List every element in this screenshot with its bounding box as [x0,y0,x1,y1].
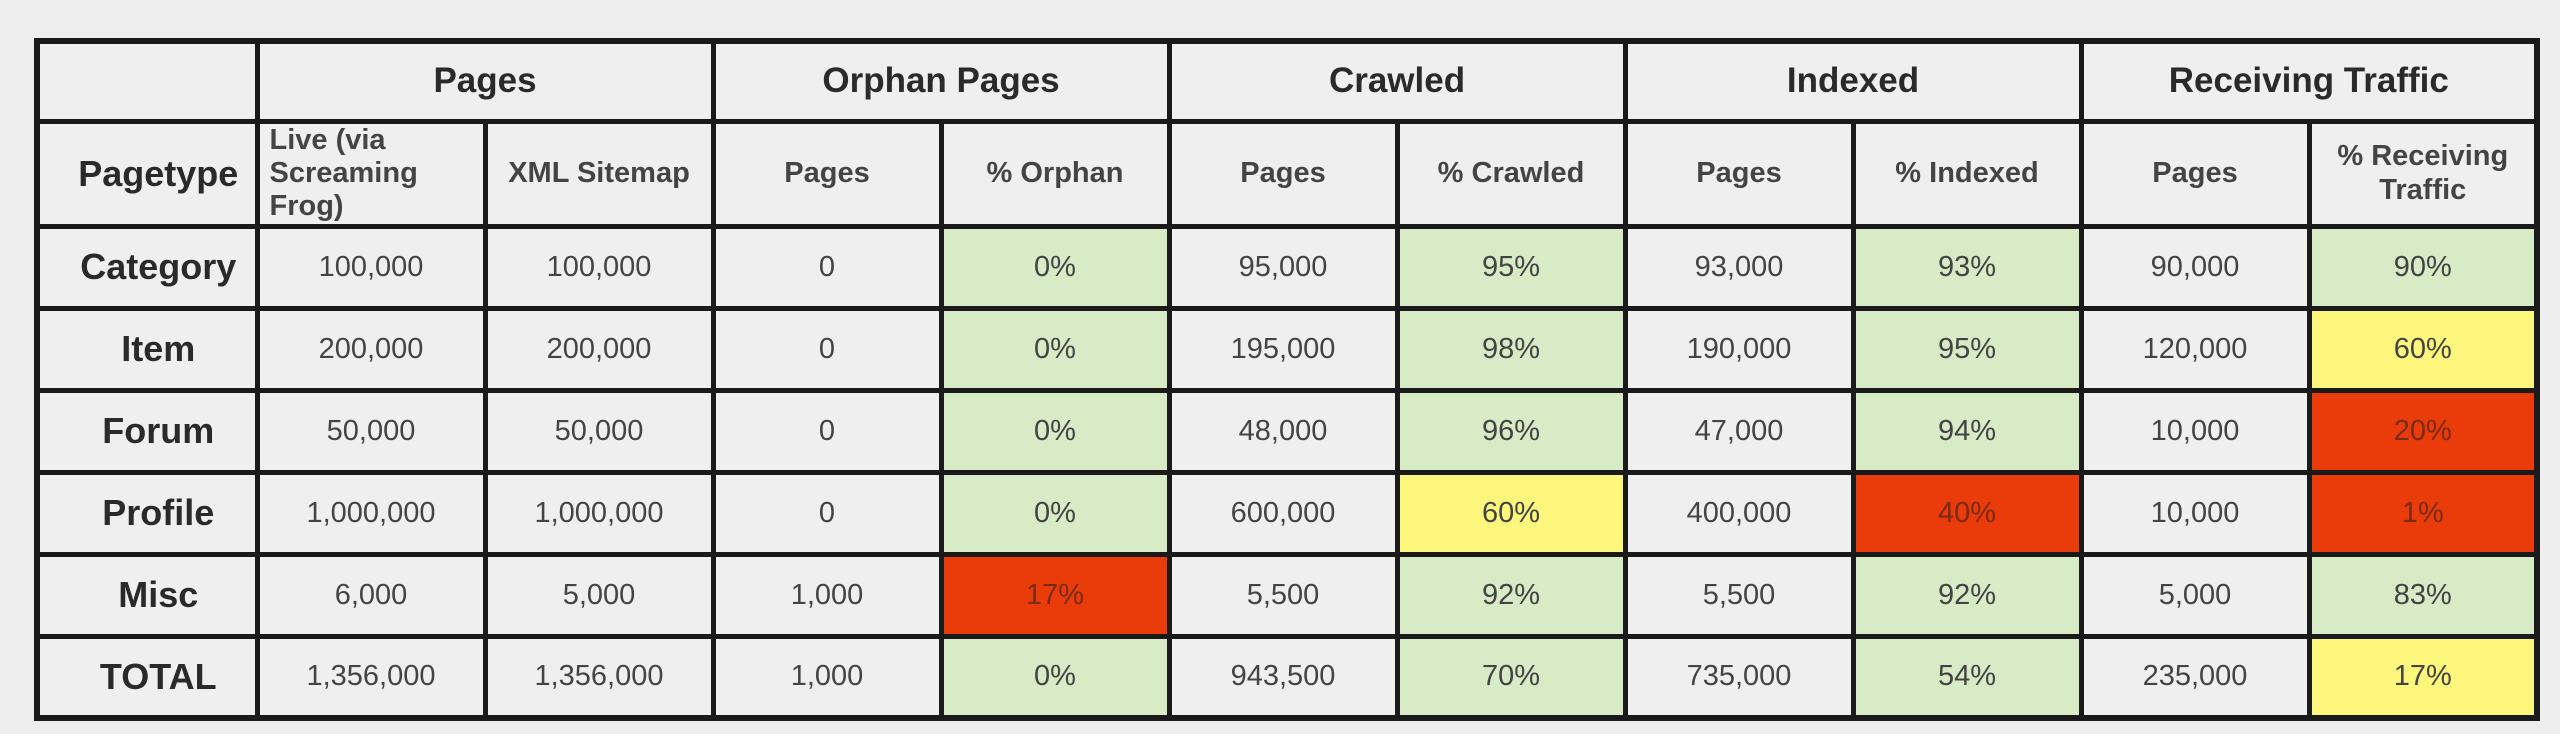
row-label: Misc [34,551,260,639]
indexed-pages-cell: 190,000 [1622,305,1856,393]
traffic-pct-cell: 1% [2306,469,2540,557]
row-label: Profile [34,469,260,557]
row-label: Item [34,305,260,393]
traffic-pages-cell: 5,000 [2078,551,2312,639]
group-header-pages: Pages [254,38,716,124]
orphan-pct-cell: 0% [938,305,1172,393]
indexed-pct-cell: 92% [1850,551,2084,639]
orphan-pages-cell: 1,000 [710,633,944,721]
orphan-pages-cell: 0 [710,469,944,557]
orphan-pct-cell: 17% [938,551,1172,639]
orphan-pct-header: % Orphan [938,118,1172,229]
row-label: Forum [34,387,260,475]
traffic-pct-cell: 17% [2306,633,2540,721]
indexed-pages-header: Pages [1622,118,1856,229]
crawled-pct-cell: 70% [1394,633,1628,721]
crawled-pages-cell: 195,000 [1166,305,1400,393]
orphan-pct-cell: 0% [938,469,1172,557]
sub-header-row: Pagetype Live (via Screaming Frog) XML S… [34,118,2540,229]
traffic-pages-cell: 10,000 [2078,469,2312,557]
indexed-pct-cell: 95% [1850,305,2084,393]
orphan-pct-cell: 0% [938,223,1172,311]
live-pages-cell: 200,000 [254,305,488,393]
crawled-pct-cell: 96% [1394,387,1628,475]
group-header-indexed: Indexed [1622,38,2084,124]
indexed-pct-cell: 40% [1850,469,2084,557]
orphan-pages-cell: 0 [710,305,944,393]
corner-cell [34,38,260,124]
traffic-pages-header: Pages [2078,118,2312,229]
live-pages-cell: 1,000,000 [254,469,488,557]
xml-sitemap-header: XML Sitemap [482,118,716,229]
xml-sitemap-cell: 50,000 [482,387,716,475]
xml-sitemap-cell: 5,000 [482,551,716,639]
xml-sitemap-cell: 200,000 [482,305,716,393]
indexed-pages-cell: 93,000 [1622,223,1856,311]
crawled-pct-cell: 95% [1394,223,1628,311]
live-pages-cell: 1,356,000 [254,633,488,721]
indexed-pct-header: % Indexed [1850,118,2084,229]
indexed-pages-cell: 5,500 [1622,551,1856,639]
table-header: Pages Orphan Pages Crawled Indexed Recei… [34,38,2540,229]
crawled-pct-cell: 60% [1394,469,1628,557]
traffic-pages-cell: 10,000 [2078,387,2312,475]
total-row: TOTAL 1,356,000 1,356,000 1,000 0% 943,5… [34,633,2540,721]
traffic-pages-cell: 235,000 [2078,633,2312,721]
traffic-pct-cell: 83% [2306,551,2540,639]
xml-sitemap-cell: 1,356,000 [482,633,716,721]
group-header-orphan-pages: Orphan Pages [710,38,1172,124]
table-row: Item 200,000 200,000 0 0% 195,000 98% 19… [34,305,2540,393]
crawled-pages-cell: 48,000 [1166,387,1400,475]
traffic-pct-cell: 20% [2306,387,2540,475]
table-row: Forum 50,000 50,000 0 0% 48,000 96% 47,0… [34,387,2540,475]
live-pages-cell: 6,000 [254,551,488,639]
crawled-pages-cell: 600,000 [1166,469,1400,557]
crawled-pages-header: Pages [1166,118,1400,229]
orphan-pages-header: Pages [710,118,944,229]
crawled-pages-cell: 95,000 [1166,223,1400,311]
table-body: Category 100,000 100,000 0 0% 95,000 95%… [34,223,2540,721]
crawled-pct-header: % Crawled [1394,118,1628,229]
indexed-pages-cell: 735,000 [1622,633,1856,721]
crawled-pct-cell: 92% [1394,551,1628,639]
orphan-pct-cell: 0% [938,633,1172,721]
traffic-pages-cell: 90,000 [2078,223,2312,311]
indexed-pct-cell: 54% [1850,633,2084,721]
indexed-pct-cell: 93% [1850,223,2084,311]
crawled-pages-cell: 943,500 [1166,633,1400,721]
xml-sitemap-cell: 1,000,000 [482,469,716,557]
traffic-pct-cell: 60% [2306,305,2540,393]
row-label: TOTAL [34,633,260,721]
table-row: Category 100,000 100,000 0 0% 95,000 95%… [34,223,2540,311]
live-pages-cell: 100,000 [254,223,488,311]
orphan-pages-cell: 1,000 [710,551,944,639]
table-row: Misc 6,000 5,000 1,000 17% 5,500 92% 5,5… [34,551,2540,639]
indexed-pages-cell: 400,000 [1622,469,1856,557]
orphan-pct-cell: 0% [938,387,1172,475]
group-header-receiving-traffic: Receiving Traffic [2078,38,2540,124]
orphan-pages-cell: 0 [710,387,944,475]
indexed-pct-cell: 94% [1850,387,2084,475]
pagetype-header: Pagetype [34,118,260,229]
row-label: Category [34,223,260,311]
live-screaming-frog-header: Live (via Screaming Frog) [254,118,488,229]
orphan-pages-cell: 0 [710,223,944,311]
indexed-pages-cell: 47,000 [1622,387,1856,475]
group-header-row: Pages Orphan Pages Crawled Indexed Recei… [34,38,2540,124]
traffic-pct-cell: 90% [2306,223,2540,311]
page-inventory-table-wrapper: Pages Orphan Pages Crawled Indexed Recei… [34,38,2541,722]
xml-sitemap-cell: 100,000 [482,223,716,311]
page-inventory-table: Pages Orphan Pages Crawled Indexed Recei… [34,38,2541,722]
table-row: Profile 1,000,000 1,000,000 0 0% 600,000… [34,469,2540,557]
crawled-pct-cell: 98% [1394,305,1628,393]
crawled-pages-cell: 5,500 [1166,551,1400,639]
group-header-crawled: Crawled [1166,38,1628,124]
traffic-pct-header: % Receiving Traffic [2306,118,2540,229]
live-pages-cell: 50,000 [254,387,488,475]
traffic-pages-cell: 120,000 [2078,305,2312,393]
